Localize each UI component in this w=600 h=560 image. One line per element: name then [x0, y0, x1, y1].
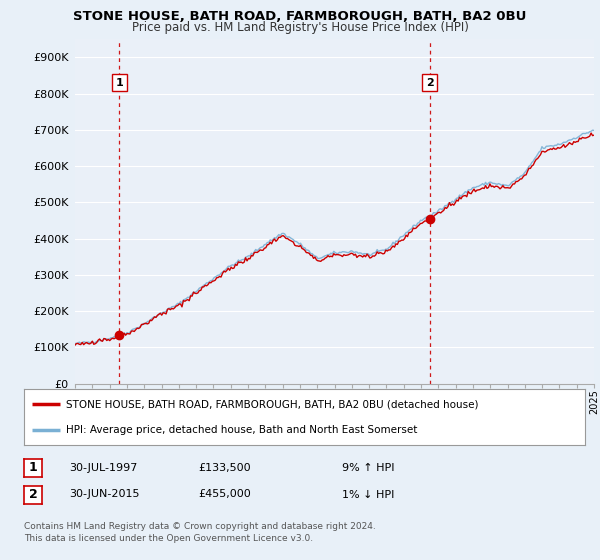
Text: STONE HOUSE, BATH ROAD, FARMBOROUGH, BATH, BA2 0BU: STONE HOUSE, BATH ROAD, FARMBOROUGH, BAT…	[73, 10, 527, 23]
Text: Price paid vs. HM Land Registry's House Price Index (HPI): Price paid vs. HM Land Registry's House …	[131, 21, 469, 34]
Text: 1% ↓ HPI: 1% ↓ HPI	[342, 489, 394, 500]
Text: 30-JUL-1997: 30-JUL-1997	[69, 463, 137, 473]
Text: 1: 1	[116, 78, 124, 88]
Text: STONE HOUSE, BATH ROAD, FARMBOROUGH, BATH, BA2 0BU (detached house): STONE HOUSE, BATH ROAD, FARMBOROUGH, BAT…	[66, 399, 479, 409]
Text: 30-JUN-2015: 30-JUN-2015	[69, 489, 139, 500]
Text: 2: 2	[426, 78, 434, 88]
Text: 1: 1	[29, 461, 37, 474]
Text: 9% ↑ HPI: 9% ↑ HPI	[342, 463, 395, 473]
Text: £455,000: £455,000	[198, 489, 251, 500]
Text: 2: 2	[29, 488, 37, 501]
Text: HPI: Average price, detached house, Bath and North East Somerset: HPI: Average price, detached house, Bath…	[66, 425, 418, 435]
Text: Contains HM Land Registry data © Crown copyright and database right 2024.
This d: Contains HM Land Registry data © Crown c…	[24, 522, 376, 543]
Text: £133,500: £133,500	[198, 463, 251, 473]
